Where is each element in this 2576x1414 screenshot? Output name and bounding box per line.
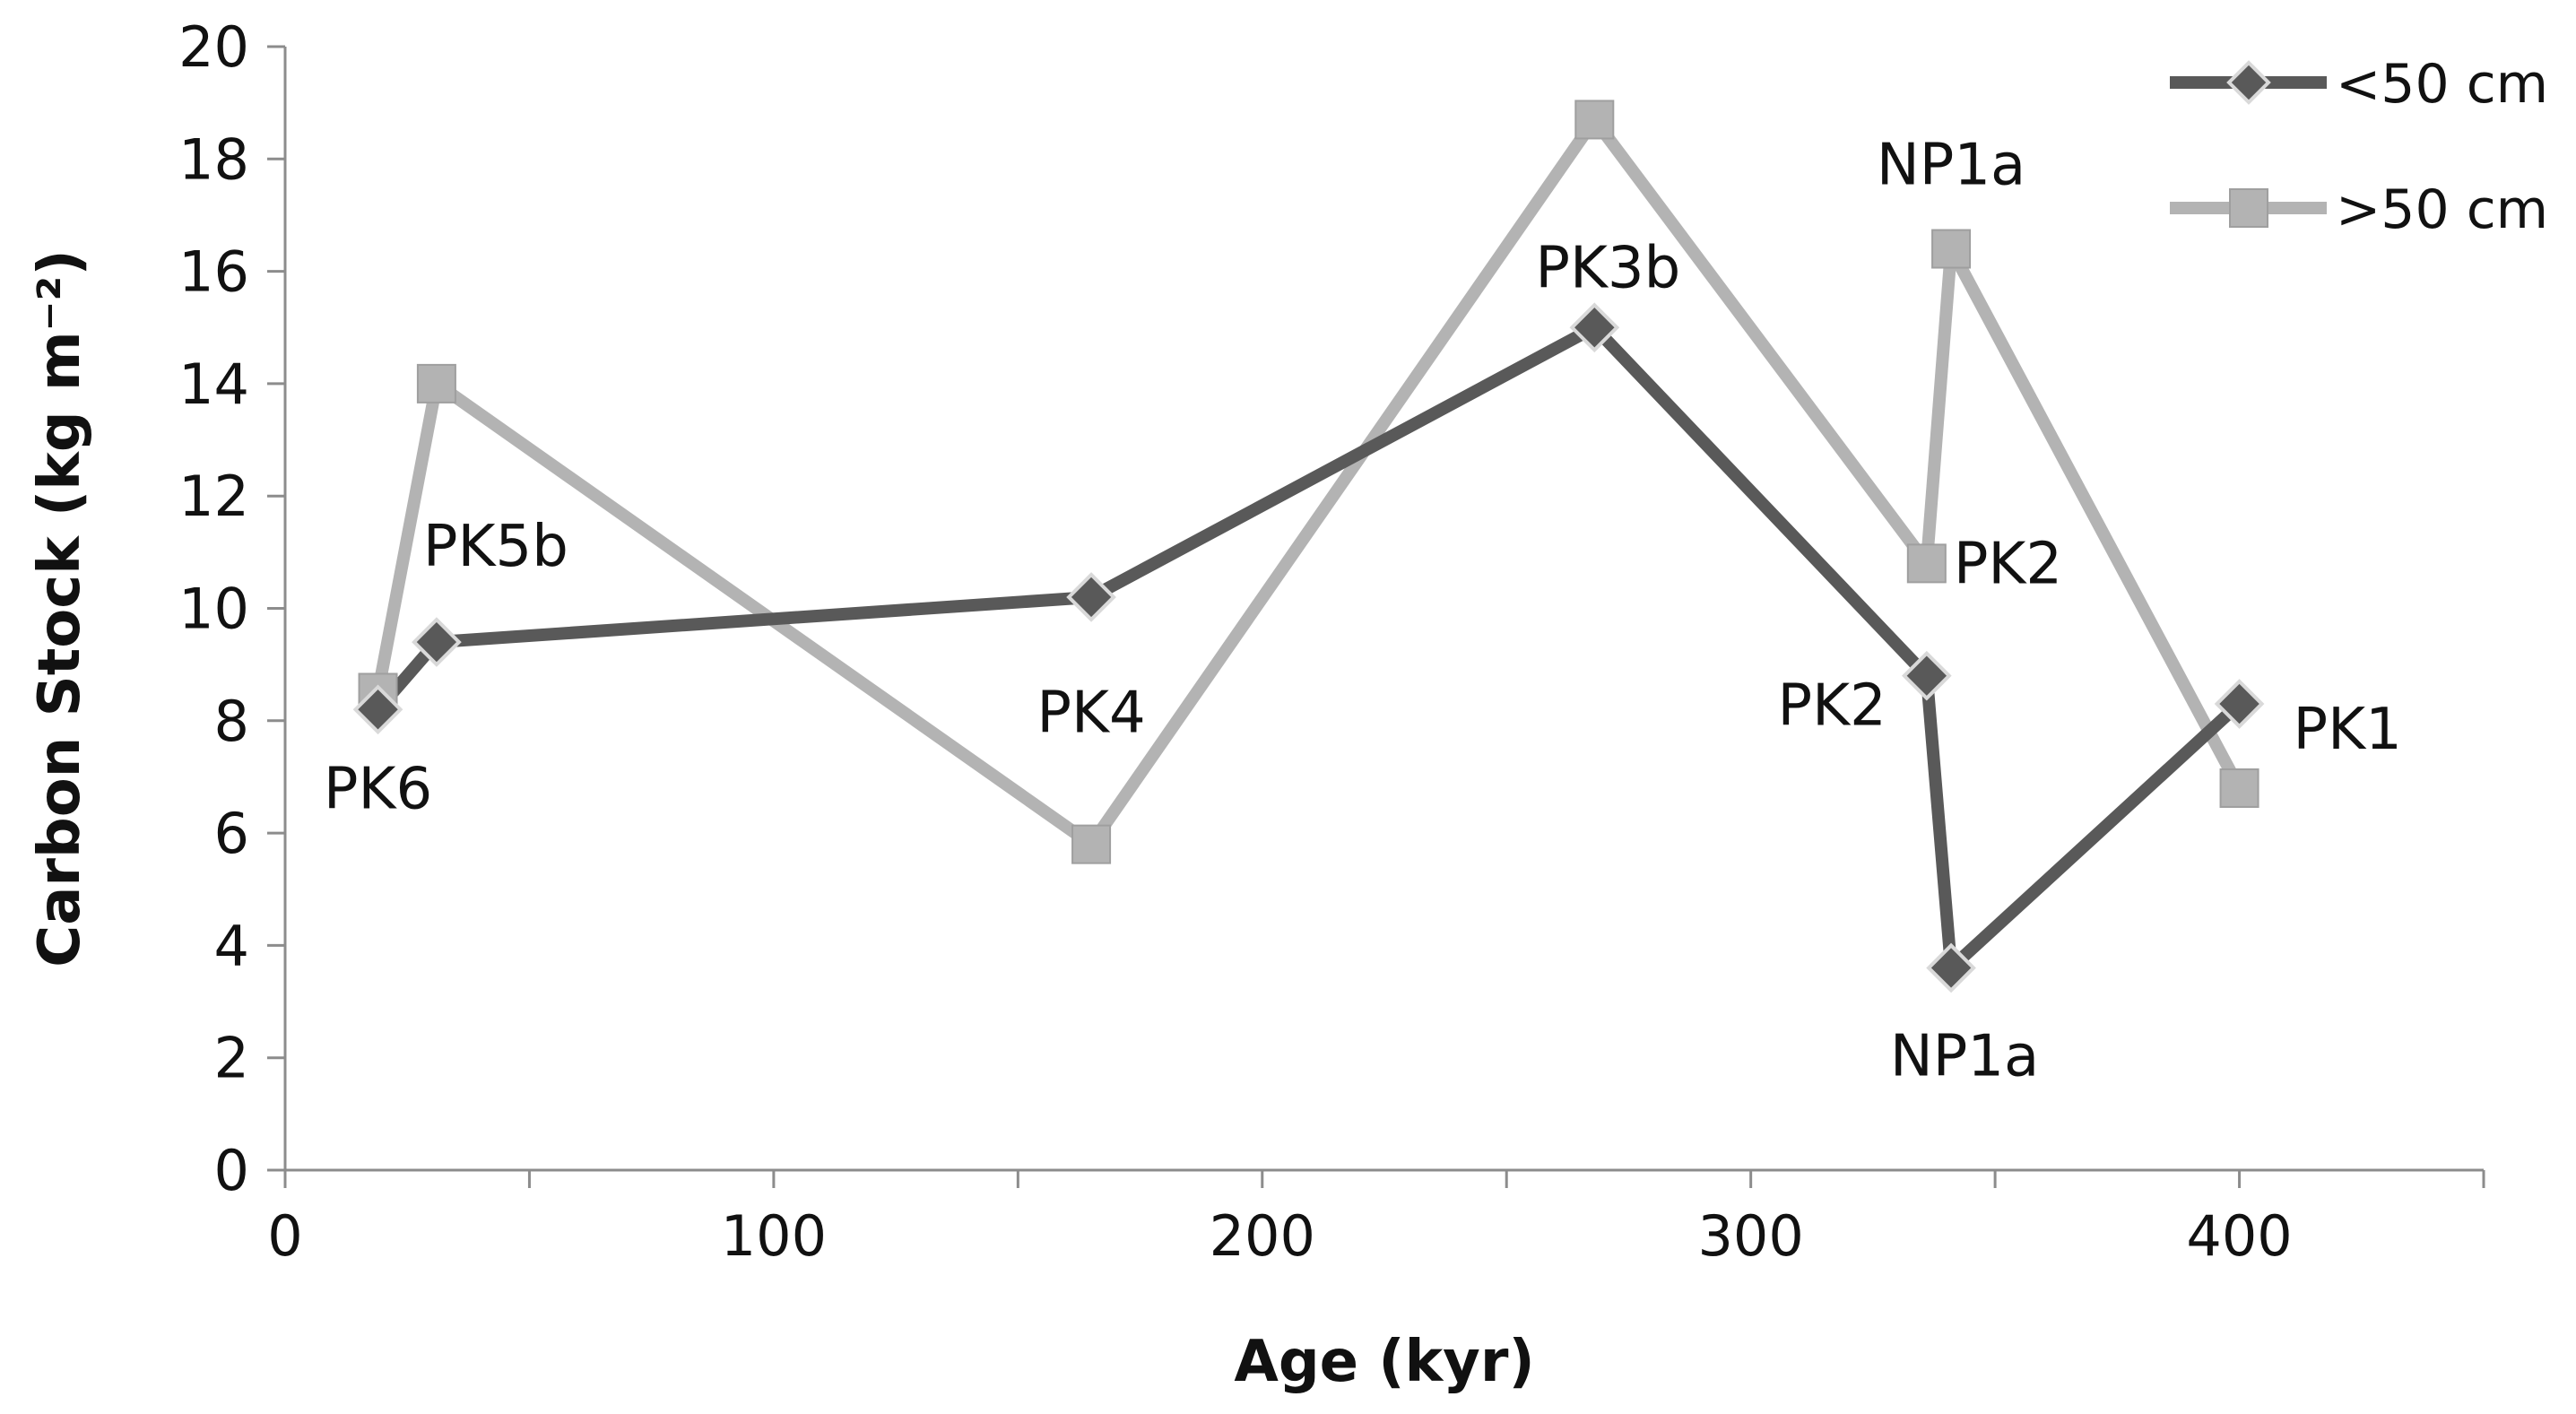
point-label: PK4 (1036, 681, 1145, 747)
marker-diamond (412, 617, 462, 667)
y-axis-title: Carbon Stock (kg m⁻²) (27, 249, 93, 967)
point-label: PK6 (324, 756, 432, 822)
legend-label: >50 cm (2336, 178, 2548, 241)
y-tick-label: 8 (214, 689, 249, 754)
x-tick-label: 300 (1697, 1203, 1803, 1269)
marker-diamond (1926, 942, 1976, 993)
point-labels: PK6 PK5b PK3b PK2 NP1a PK1 PK4 PK2 NP1a (324, 133, 2402, 1090)
y-tick-label: 10 (178, 577, 249, 642)
legend: <50 cm >50 cm (2170, 53, 2548, 241)
x-tick-label: 0 (267, 1203, 302, 1269)
x-tick-label: 200 (1210, 1203, 1315, 1269)
marker-square (416, 363, 456, 403)
x-tick-label: 100 (721, 1203, 827, 1269)
y-tick-label: 18 (178, 126, 249, 192)
legend-marker-diamond (2226, 60, 2271, 105)
axes (283, 47, 2484, 1172)
marker-square (1071, 824, 1112, 864)
marker-square (1931, 229, 1972, 269)
marker-diamond (1901, 650, 1952, 701)
point-label: NP1a (1877, 133, 2025, 199)
marker-diamond (1569, 302, 1620, 353)
y-tick-label: 4 (214, 913, 249, 978)
marker-diamond (352, 684, 403, 735)
marker-square (1906, 543, 1947, 584)
point-label: PK2 (1778, 673, 1886, 740)
point-label: PK3b (1535, 235, 1680, 301)
legend-label: <50 cm (2336, 53, 2548, 116)
point-label: PK1 (2294, 697, 2402, 763)
data-markers (352, 100, 2265, 993)
point-label: PK5b (423, 514, 568, 580)
y-tick-label: 16 (178, 239, 249, 305)
point-label: NP1a (1890, 1023, 2039, 1089)
marker-square (1574, 100, 1615, 140)
point-label: PK2 (1954, 531, 2062, 597)
y-tick-label: 14 (178, 351, 249, 417)
y-tick-label: 20 (178, 14, 249, 80)
y-tick-label: 6 (214, 801, 249, 866)
x-tick-label: 400 (2186, 1203, 2292, 1269)
y-tick-label: 2 (214, 1026, 249, 1091)
marker-square (2219, 768, 2259, 808)
y-tick-label: 0 (214, 1138, 249, 1203)
legend-marker-square (2229, 188, 2268, 228)
marker-diamond (2214, 679, 2265, 729)
marker-diamond (1066, 572, 1116, 622)
x-axis-title: Age (kyr) (1234, 1329, 1534, 1395)
y-tick-label: 12 (178, 464, 249, 529)
series-line-0 (373, 321, 2244, 975)
